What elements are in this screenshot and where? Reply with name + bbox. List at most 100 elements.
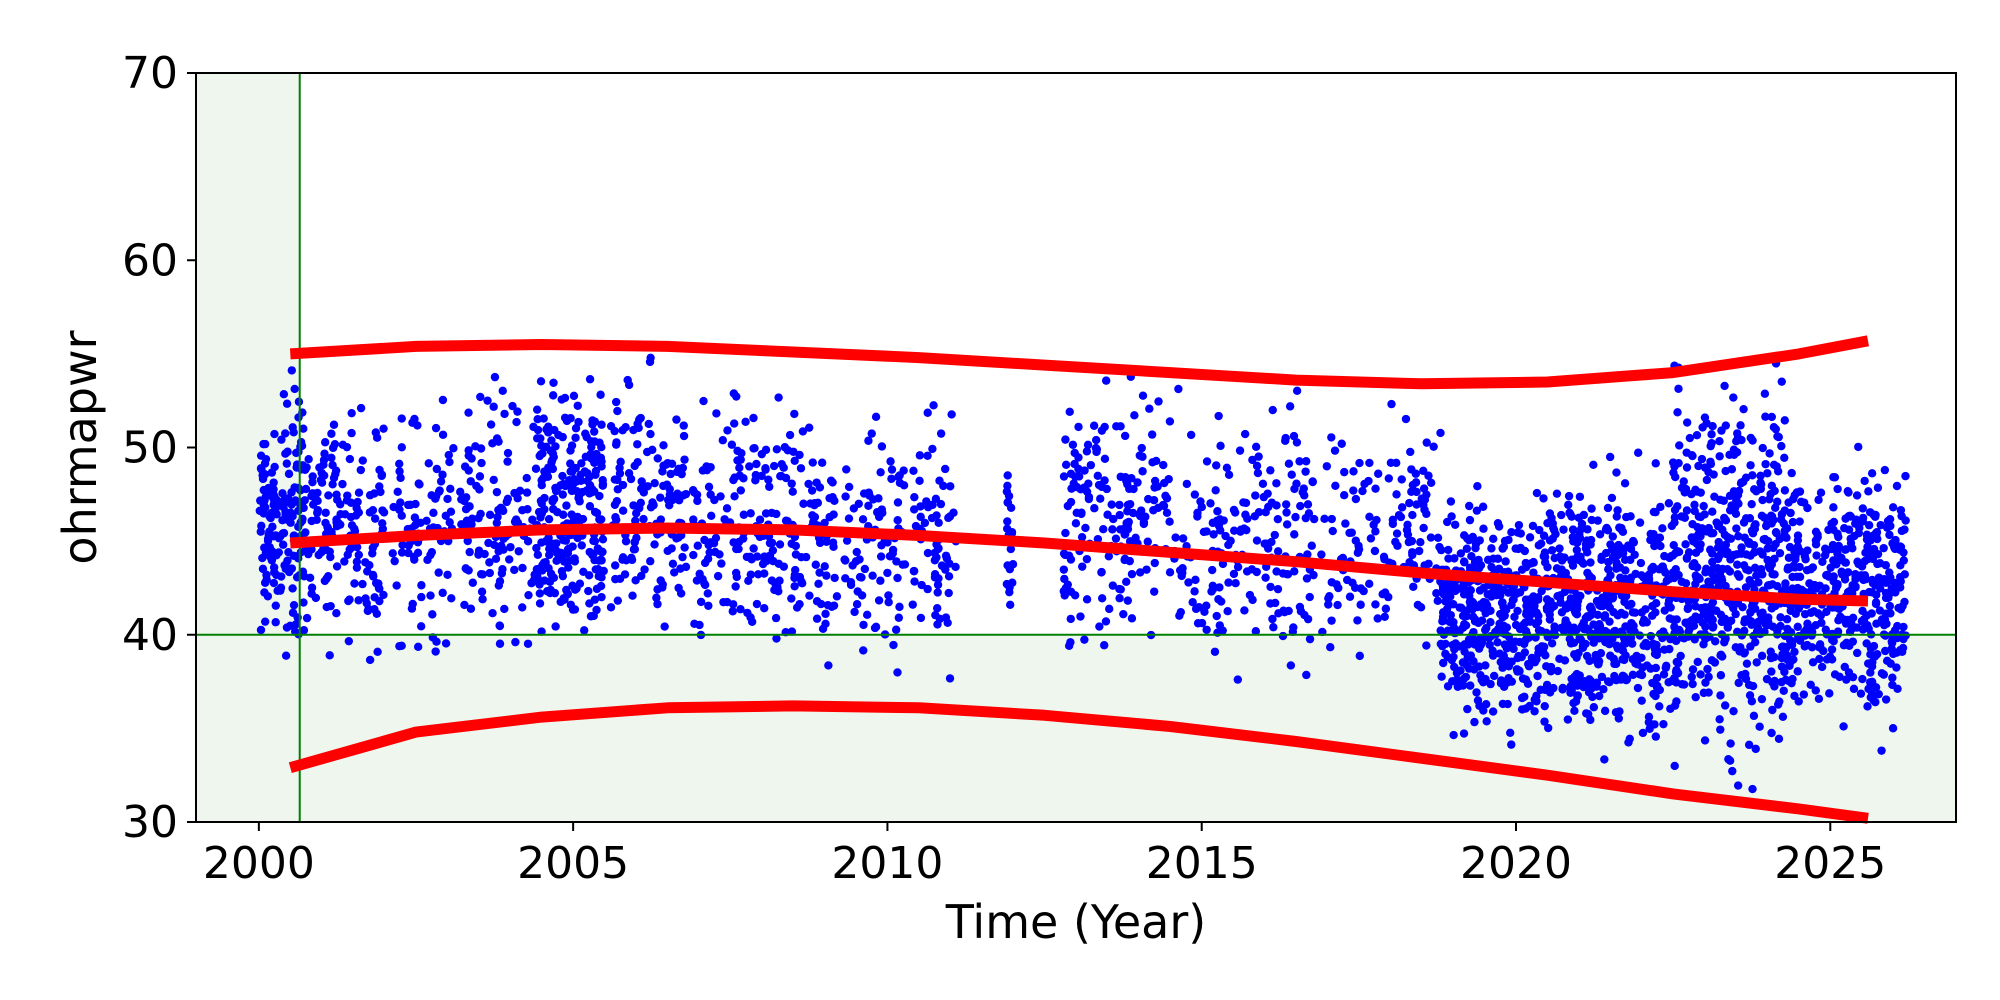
- scatter-point: [650, 479, 659, 488]
- scatter-point: [1651, 459, 1660, 468]
- scatter-point: [328, 443, 338, 453]
- scatter-point: [404, 548, 413, 558]
- scatter-point: [662, 480, 672, 489]
- scatter-point: [294, 522, 303, 531]
- scatter-point: [859, 620, 868, 630]
- scatter-point: [1783, 565, 1792, 574]
- scatter-point: [1082, 447, 1092, 456]
- scatter-point: [1472, 506, 1482, 515]
- scatter-point: [704, 482, 714, 492]
- scatter-point: [667, 544, 676, 553]
- scatter-point: [566, 459, 575, 468]
- scatter-point: [1675, 441, 1684, 450]
- scatter-point: [1133, 478, 1142, 487]
- scatter-point: [1289, 431, 1299, 441]
- scatter-point: [1093, 471, 1102, 481]
- scatter-point: [1691, 548, 1701, 557]
- scatter-point: [1833, 484, 1842, 494]
- scatter-point: [1273, 547, 1283, 556]
- scatter-point: [1142, 565, 1151, 574]
- scatter-point: [1812, 551, 1821, 560]
- scatter-point: [1691, 692, 1700, 702]
- scatter-point: [680, 455, 689, 464]
- scatter-point: [1066, 614, 1075, 624]
- scatter-point: [1186, 430, 1196, 440]
- scatter-point: [1124, 517, 1133, 527]
- scatter-point: [1553, 666, 1563, 676]
- scatter-point: [345, 454, 355, 464]
- scatter-point: [557, 395, 566, 404]
- scatter-point: [1610, 671, 1619, 681]
- scatter-point: [1229, 526, 1239, 535]
- scatter-point: [1619, 672, 1629, 681]
- scatter-point: [1721, 540, 1731, 549]
- scatter-point: [1646, 529, 1655, 539]
- scatter-point: [1489, 534, 1498, 544]
- scatter-point: [535, 451, 544, 461]
- scatter-point: [1830, 670, 1840, 679]
- scatter-point: [558, 471, 567, 481]
- scatter-point: [554, 430, 563, 440]
- scatter-point: [1446, 497, 1456, 506]
- scatter-point: [1871, 598, 1881, 607]
- scatter-point: [1597, 555, 1606, 564]
- scatter-point: [1550, 625, 1559, 635]
- scatter-point: [1537, 642, 1547, 651]
- scatter-point: [478, 595, 487, 604]
- scatter-point: [695, 569, 704, 579]
- scatter-point: [1630, 608, 1640, 617]
- scatter-point: [495, 639, 505, 648]
- scatter-point: [287, 366, 297, 375]
- scatter-point: [1848, 544, 1857, 553]
- scatter-point: [363, 567, 372, 576]
- scatter-point: [1739, 404, 1748, 414]
- scatter-point: [1450, 580, 1459, 589]
- scatter-point: [548, 449, 558, 458]
- scatter-point: [540, 493, 549, 503]
- scatter-point: [1589, 460, 1598, 470]
- scatter-point: [1699, 501, 1708, 511]
- scatter-point: [1873, 483, 1883, 492]
- scatter-point: [590, 595, 600, 604]
- scatter-point: [508, 401, 517, 411]
- scatter-point: [1881, 695, 1891, 704]
- scatter-point: [1606, 540, 1615, 549]
- scatter-point: [332, 562, 342, 571]
- scatter-point: [1489, 671, 1499, 681]
- scatter-point: [1859, 575, 1868, 585]
- scatter-point: [820, 518, 829, 528]
- scatter-point: [1601, 525, 1611, 534]
- scatter-point: [1864, 521, 1874, 530]
- scatter-point: [1595, 530, 1605, 539]
- scatter-point: [1270, 530, 1279, 540]
- scatter-point: [1715, 452, 1724, 461]
- scatter-point: [397, 548, 407, 557]
- scatter-point: [871, 622, 881, 632]
- scatter-point: [1648, 562, 1658, 572]
- scatter-point: [589, 427, 599, 436]
- scatter-point: [1443, 682, 1453, 691]
- scatter-point: [379, 590, 388, 600]
- scatter-point: [1721, 581, 1730, 591]
- scatter-point: [568, 605, 578, 614]
- scatter-point: [1858, 504, 1867, 513]
- scatter-point: [1664, 678, 1673, 687]
- scatter-point: [1525, 595, 1534, 604]
- scatter-point: [736, 486, 746, 495]
- scatter-point: [1792, 488, 1802, 497]
- scatter-point: [1779, 686, 1788, 695]
- scatter-point: [645, 357, 655, 367]
- scatter-point: [1763, 544, 1772, 553]
- scatter-point: [1387, 399, 1396, 409]
- scatter-point: [489, 475, 498, 485]
- scatter-point: [256, 451, 266, 460]
- scatter-point: [1756, 471, 1765, 481]
- scatter-point: [1215, 621, 1225, 630]
- scatter-point: [1794, 604, 1804, 613]
- scatter-point: [887, 465, 897, 474]
- scatter-point: [1269, 623, 1278, 632]
- scatter-point: [429, 508, 438, 518]
- scatter-point: [1632, 651, 1641, 661]
- scatter-point: [255, 506, 264, 516]
- scatter-point: [1610, 659, 1619, 669]
